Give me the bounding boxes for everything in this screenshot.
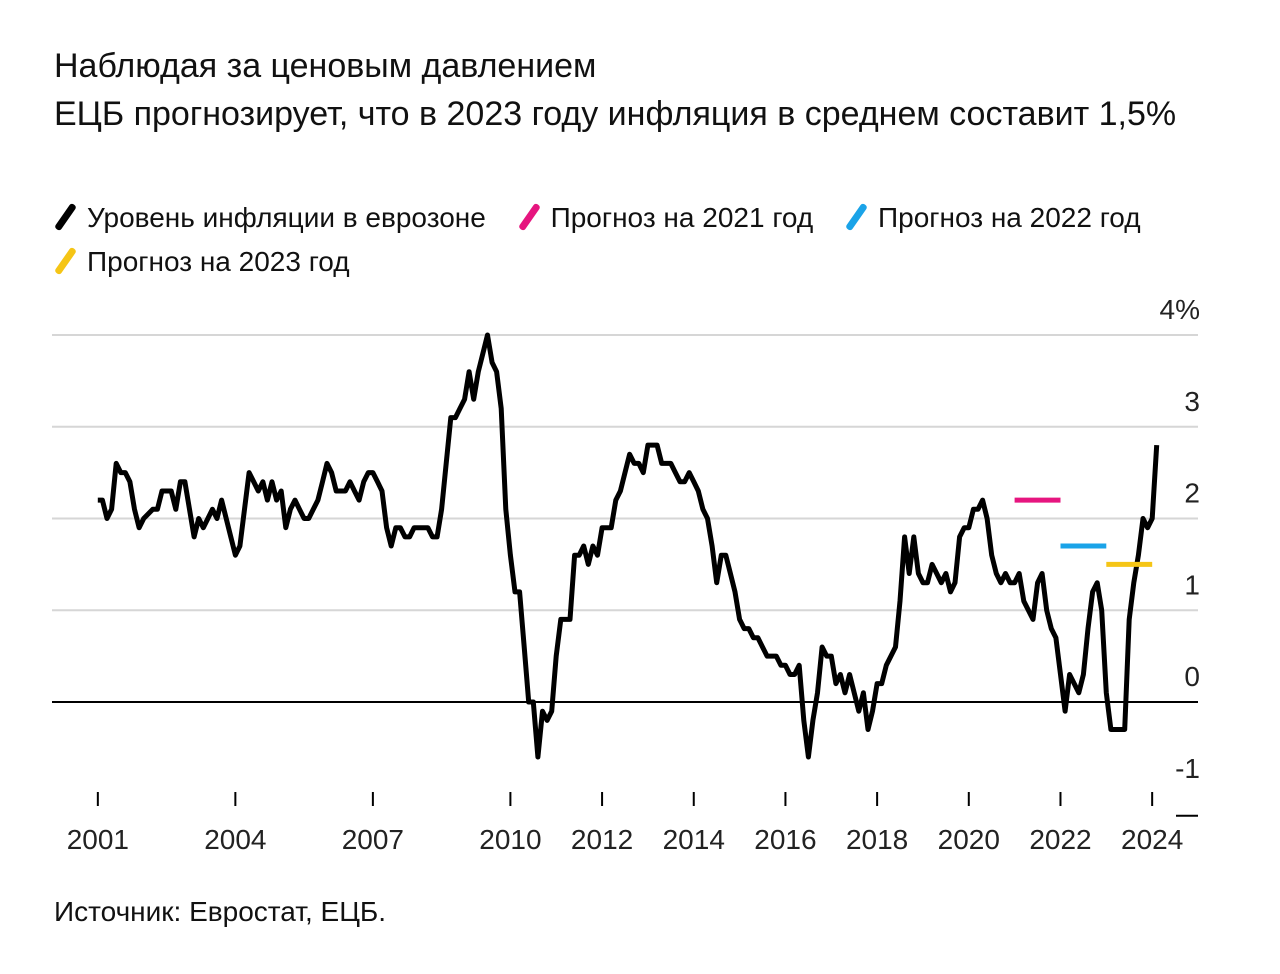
y-tick-label--1: -1	[1175, 753, 1200, 784]
y-tick-label-2: 2	[1184, 478, 1200, 509]
y-tick-label-3: 3	[1184, 386, 1200, 417]
source-note: Источник: Евростат, ЕЦБ.	[54, 896, 387, 927]
x-tick-label-2007: 2007	[342, 824, 404, 855]
x-tick-label-2016: 2016	[754, 824, 816, 855]
legend-item-forecast-2023: Прогноз на 2023 год	[54, 240, 350, 284]
y-tick-label-4: 4%	[1160, 294, 1200, 325]
x-tick-label-2004: 2004	[204, 824, 266, 855]
x-tick-label-2018: 2018	[846, 824, 908, 855]
x-tick-label-2022: 2022	[1029, 824, 1091, 855]
y-tick-label-0: 0	[1184, 661, 1200, 692]
chart-title: Наблюдая за ценовым давлением	[54, 47, 597, 85]
x-tick-label-2010: 2010	[479, 824, 541, 855]
legend-label-forecast-2023: Прогноз на 2023 год	[87, 246, 350, 277]
legend-item-forecast-2021: Прогноз на 2021 год	[517, 196, 814, 240]
x-tick-label-2014: 2014	[663, 824, 725, 855]
y-tick-label-1: 1	[1184, 569, 1200, 600]
series-line-inflation	[97, 332, 1160, 760]
legend-item-actual: Уровень инфляции в еврозоне	[54, 196, 486, 240]
legend-label-forecast-2021: Прогноз на 2021 год	[550, 202, 814, 233]
x-tick-label-2001: 2001	[67, 824, 129, 855]
legend-item-forecast-2022: Прогноз на 2022 год	[845, 196, 1141, 240]
x-tick-label-2012: 2012	[571, 824, 633, 855]
chart-subtitle: ЕЦБ прогнозирует, что в 2023 году инфляц…	[54, 95, 1177, 133]
x-tick-label-2020: 2020	[938, 824, 1000, 855]
legend-label-forecast-2022: Прогноз на 2022 год	[878, 202, 1141, 233]
legend-label-actual: Уровень инфляции в еврозоне	[87, 202, 486, 233]
x-tick-label-2024: 2024	[1121, 824, 1183, 855]
legend: Уровень инфляции в еврозоне Прогноз на 2…	[54, 196, 1254, 284]
